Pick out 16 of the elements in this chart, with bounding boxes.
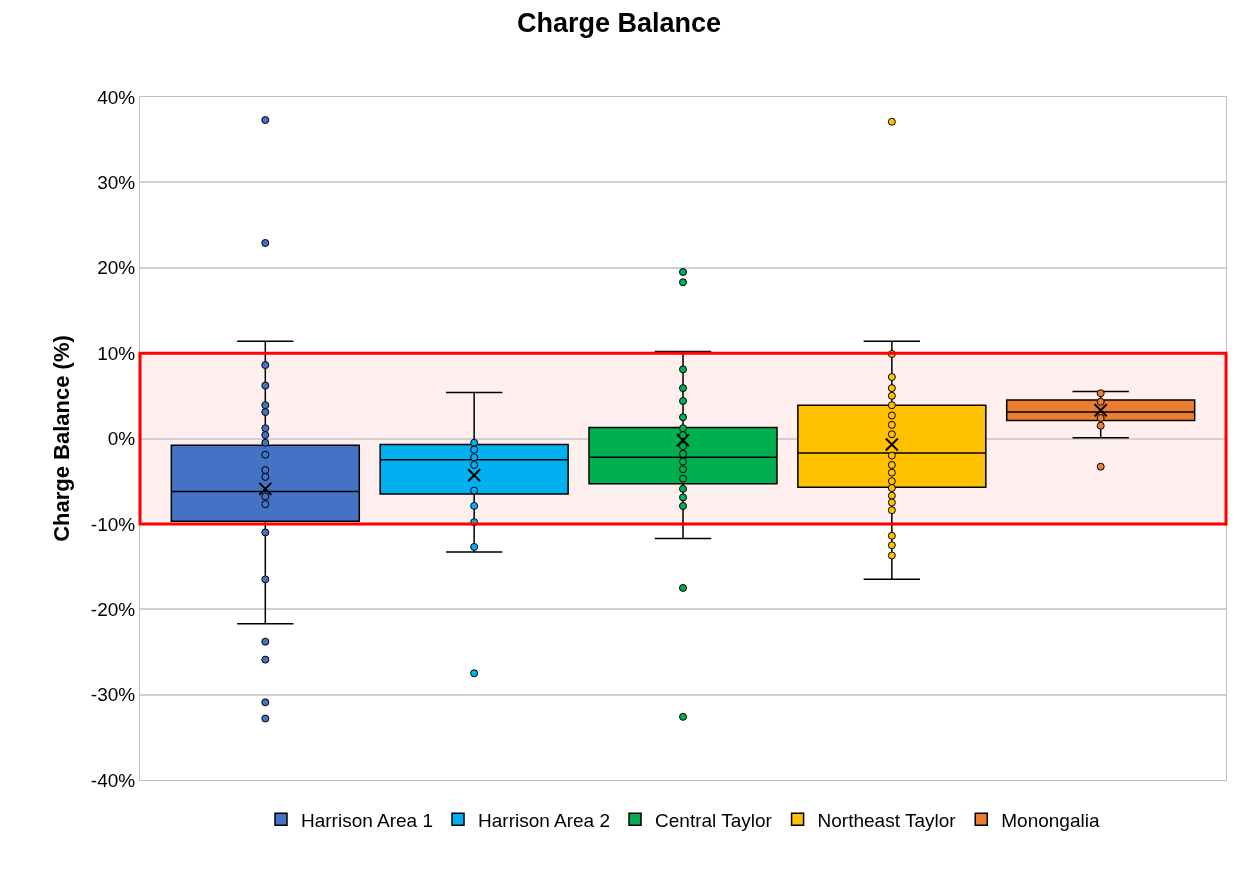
y-tick-label: -10%: [90, 513, 136, 535]
legend-label: Harrison Area 1: [301, 809, 434, 831]
legend-label: Monongalia: [1001, 809, 1100, 831]
chart-title: Charge Balance: [516, 7, 722, 38]
y-tick-label: -20%: [90, 598, 136, 620]
legend-label: Harrison Area 2: [478, 809, 611, 831]
y-tick-label: 30%: [97, 172, 136, 194]
y-tick-label: 10%: [97, 342, 136, 364]
y-tick-label: -30%: [90, 684, 136, 706]
y-tick-label: 0%: [107, 428, 136, 450]
y-tick-label: -40%: [90, 769, 136, 791]
y-tick-label: 40%: [97, 86, 136, 108]
y-tick-label: 20%: [97, 257, 136, 279]
legend-label: Northeast Taylor: [817, 809, 957, 831]
legend-label: Central Taylor: [655, 809, 773, 831]
y-axis-title: Charge Balance (%): [48, 335, 74, 542]
